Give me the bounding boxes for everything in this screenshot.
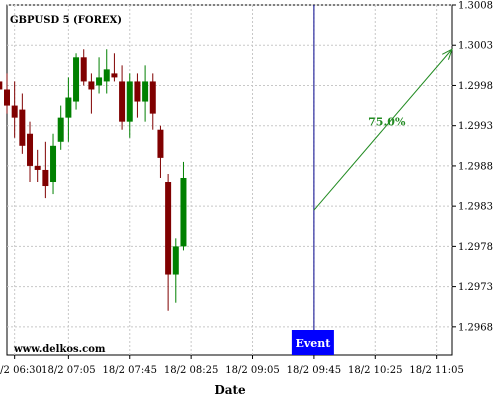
- candle-body: [73, 57, 80, 102]
- chart-title: GBPUSD 5 (FOREX): [10, 15, 122, 26]
- projection: 75.0%: [313, 48, 453, 211]
- candle-body: [103, 69, 110, 82]
- candle-body: [111, 73, 118, 78]
- x-tick-label: 18/2 07:45: [103, 365, 157, 376]
- candle-body: [88, 81, 95, 90]
- y-tick-label: 1.2998: [458, 81, 493, 92]
- candle-body: [34, 165, 41, 170]
- candle-body: [42, 169, 49, 187]
- candle-body: [65, 97, 72, 118]
- x-tick-label: 18/2 06:30: [0, 365, 42, 376]
- x-axis-title: Date: [214, 383, 246, 397]
- candle-body: [96, 77, 103, 86]
- watermark-text: www.delkos.com: [13, 344, 106, 355]
- projection-label: 75.0%: [368, 116, 406, 129]
- candles: [0, 49, 187, 311]
- x-tick-label: 18/2 11:05: [409, 365, 463, 376]
- event-label: Event: [295, 337, 331, 350]
- event-box: [291, 330, 334, 355]
- candle-body: [172, 246, 179, 275]
- candle-body: [19, 109, 26, 146]
- candle-body: [57, 117, 64, 142]
- candle-body: [27, 133, 34, 166]
- y-tick-label: 1.3008: [458, 1, 493, 12]
- candle-body: [4, 89, 10, 106]
- candle-body: [126, 81, 133, 122]
- event-marker: Event: [291, 5, 334, 355]
- y-tick-label: 1.2973: [458, 282, 493, 293]
- y-tick-label: 1.2978: [458, 242, 493, 253]
- candle-body: [80, 57, 87, 82]
- candle-body: [50, 145, 57, 183]
- x-tick-label: 18/2 09:45: [287, 365, 341, 376]
- candle-body: [134, 81, 141, 102]
- y-axis-ticks: 1.2968 1.2973 1.2978 1.2983 1.2988 1.2993 1.29…: [452, 1, 493, 333]
- y-tick-label: 1.2968: [458, 322, 493, 333]
- y-tick-label: 1.2983: [458, 202, 493, 213]
- candle-body: [157, 129, 164, 158]
- projection-arrowhead: [442, 48, 453, 60]
- x-tick-label: 18/2 09:05: [225, 365, 279, 376]
- candle-body: [0, 81, 3, 90]
- x-tick-label: 18/2 07:05: [41, 365, 95, 376]
- y-tick-label: 1.2993: [458, 121, 493, 132]
- candle-body: [11, 105, 18, 118]
- projection-line: [313, 48, 453, 211]
- candle-body: [119, 81, 126, 122]
- candle-body: [180, 177, 187, 247]
- candle-body: [142, 81, 149, 102]
- x-tick-label: 18/2 08:25: [164, 365, 218, 376]
- x-tick-label: 18/2 10:25: [348, 365, 402, 376]
- y-tick-label: 1.2988: [458, 161, 493, 172]
- y-tick-label: 1.3003: [458, 41, 493, 52]
- candle-body: [149, 81, 156, 114]
- candle-body: [165, 182, 172, 275]
